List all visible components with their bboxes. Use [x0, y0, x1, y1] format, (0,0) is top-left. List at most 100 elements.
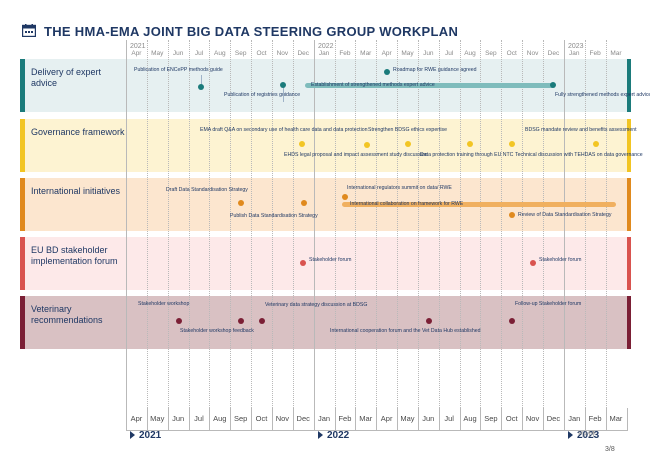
workstream-label: Governance framework: [31, 127, 125, 137]
top-month-label: Sep: [234, 50, 247, 57]
bottom-month-label: Aug: [213, 414, 227, 423]
bottom-month-label: Mar: [359, 414, 373, 423]
workstream-band: [20, 237, 630, 290]
top-month-label: Jan: [569, 50, 580, 57]
month-gridline: [146, 40, 148, 430]
event-ema-draft-qa: EMA draft Q&A on secondary use of health…: [200, 127, 368, 133]
milestone-dot: [364, 142, 370, 148]
top-month-label: Mar: [610, 50, 622, 57]
top-month-label: May: [401, 50, 414, 57]
milestone-dot: [509, 141, 515, 147]
event-registries-guidance: Publication of registries guidance: [224, 92, 301, 98]
bottom-month-label: May: [400, 414, 415, 423]
workstream-end-cap: [627, 178, 631, 231]
event-ehds-proposal: EHDS legal proposal and impact assessmen…: [284, 152, 428, 158]
month-gridline: [480, 40, 482, 430]
top-month-label: Jul: [445, 50, 454, 57]
milestone-dot: [198, 84, 204, 90]
top-month-label: Oct: [506, 50, 517, 57]
month-gridline: [292, 40, 294, 430]
event-vet-workshop: Stakeholder workshop: [138, 301, 190, 307]
milestone-dot: [467, 141, 473, 147]
event-dp-training: Data protection training through EU NTC: [420, 152, 514, 158]
workstream-band: [20, 119, 630, 172]
month-gridline: [188, 40, 190, 430]
bottom-month-label: Oct: [505, 414, 518, 423]
event-fully-strengthened: Fully strengthened methods expert advice: [555, 92, 650, 98]
bottom-month-label: Jun: [172, 414, 185, 423]
month-gridline: [209, 40, 211, 430]
event-bdsg-mandate: BDSG mandate review and benefits assessm…: [525, 127, 637, 133]
workstream-color-strip: [20, 119, 25, 172]
top-month-label: Oct: [256, 50, 267, 57]
bottom-month-label: Aug: [463, 414, 477, 423]
event-tehdas-discussion: Technical discussion with TEHDAS on data…: [515, 152, 643, 158]
month-gridline: [605, 40, 607, 430]
bottom-month-label: Apr: [380, 414, 393, 423]
month-gridline: [126, 40, 127, 430]
milestone-dot: [593, 141, 599, 147]
bottom-month-label: Jan: [568, 414, 581, 423]
month-gridline: [397, 40, 399, 430]
workstream-color-strip: [20, 178, 25, 231]
event-stem: [283, 84, 284, 102]
milestone-dot: [301, 200, 307, 206]
event-vet-strategy: Veterinary data strategy discussion at B…: [265, 302, 368, 308]
event-vet-coop-forum: International cooperation forum and the …: [330, 328, 481, 334]
bottom-month-label: Apr: [130, 414, 143, 423]
event-rwe-roadmap: Roadmap for RWE guidance agreed: [393, 67, 477, 73]
month-gridline: [522, 40, 524, 430]
top-month-label: Feb: [339, 50, 351, 57]
establishment-bar: [305, 83, 555, 88]
workstream-label: Delivery of expert advice: [31, 67, 102, 88]
year-marker-icon: [130, 431, 135, 440]
month-gridline: [376, 40, 378, 430]
top-month-label: Nov: [276, 50, 289, 57]
page-title: THE HMA-EMA JOINT BIG DATA STEERING GROU…: [44, 24, 459, 39]
milestone-dot: [550, 82, 556, 88]
establishment-bar-label: Establishment of strengthened methods ex…: [311, 82, 435, 88]
bottom-month-label: Jul: [444, 414, 454, 423]
milestone-dot: [342, 194, 348, 200]
milestone-dot: [384, 69, 390, 75]
workstream-end-cap: [627, 119, 631, 172]
event-draft-standardisation: Draft Data Standardisation Strategy: [166, 187, 248, 193]
top-month-label: Nov: [526, 50, 539, 57]
top-month-label: May: [151, 50, 164, 57]
milestone-dot: [238, 318, 244, 324]
month-gridline: [543, 40, 544, 430]
milestone-dot: [509, 212, 515, 218]
month-gridline: [271, 40, 273, 430]
intl-collaboration-bar: [342, 202, 616, 207]
bottom-month-label: Sep: [484, 414, 498, 423]
event-vet-followup: Follow-up Stakeholder forum: [515, 301, 582, 307]
month-gridline: [438, 40, 440, 430]
event-publish-standardisation: Publish Data Standardisation Strategy: [230, 213, 318, 219]
intl-collaboration-bar-label: International collaboration on framework…: [350, 201, 464, 207]
top-month-label: Aug: [214, 50, 226, 57]
month-gridline: [417, 40, 419, 430]
month-gridline: [313, 40, 315, 430]
bottom-month-label: Nov: [275, 414, 290, 423]
top-month-label: Mar: [360, 50, 372, 57]
top-month-label: Jan: [318, 50, 330, 57]
milestone-dot: [405, 141, 411, 147]
event-stem: [201, 75, 202, 87]
year-marker-icon: [568, 431, 573, 440]
bottom-year-2023: 2023: [568, 430, 599, 441]
milestone-dot: [300, 260, 306, 266]
bottom-month-label: May: [150, 414, 165, 423]
bottom-month-label: Jul: [194, 414, 204, 423]
bottom-year-2021: 2021: [130, 430, 161, 441]
bottom-month-label: Feb: [338, 414, 352, 423]
top-month-label: Dec: [297, 50, 309, 57]
month-gridline: [334, 40, 336, 430]
top-month-label: Jun: [423, 50, 434, 57]
month-gridline: [251, 40, 253, 430]
milestone-dot: [299, 141, 305, 147]
event-bdsg-ethics: Strengthen BDSG ethics expertise: [368, 127, 448, 133]
top-month-label: Aug: [464, 50, 476, 57]
workstream-label: EU BD stakeholder implementation forum: [31, 245, 118, 266]
workstream-end-cap: [627, 296, 631, 349]
milestone-dot: [259, 318, 265, 324]
